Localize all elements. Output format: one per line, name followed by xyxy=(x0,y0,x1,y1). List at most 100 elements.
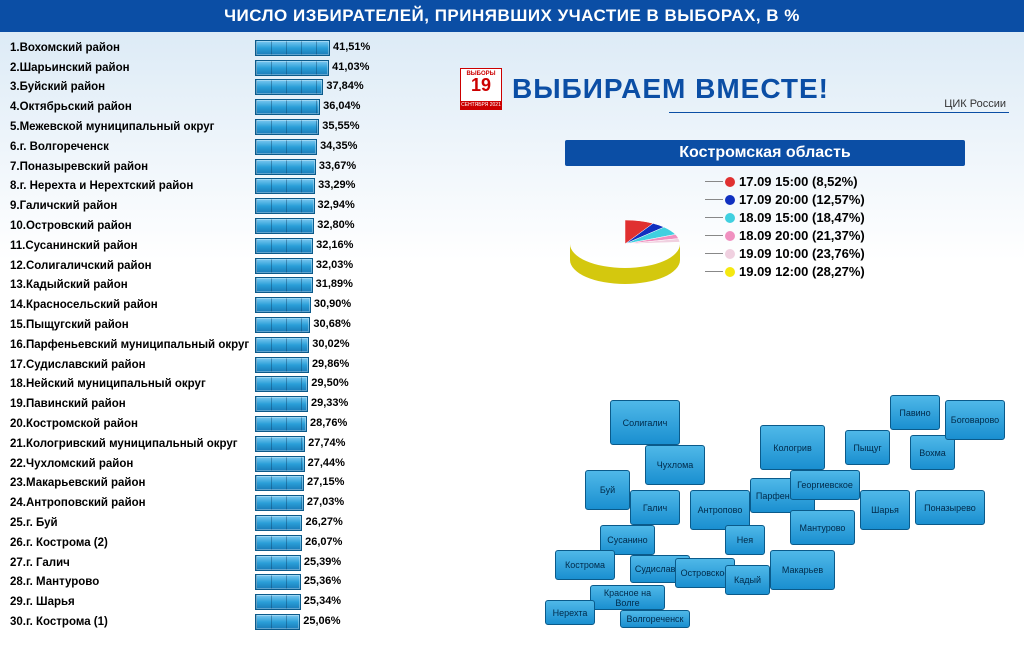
table-row: 4.Октябрьский район36,04% xyxy=(10,97,450,117)
table-row: 26.г. Кострома (2) 26,07% xyxy=(10,533,450,553)
table-row: 30.г. Кострома (1)25,06% xyxy=(10,612,450,632)
district-label: 5.Межевской муниципальный округ xyxy=(10,121,255,133)
bar-value: 26,27% xyxy=(305,516,342,528)
district-label: 26.г. Кострома (2) xyxy=(10,537,255,549)
table-row: 3.Буйский район37,84% xyxy=(10,78,450,98)
map-region: Пыщуг xyxy=(845,430,890,465)
bar-value: 32,80% xyxy=(317,219,354,231)
table-row: 8.г. Нерехта и Нерехтский район33,29% xyxy=(10,177,450,197)
table-row: 25.г. Буй 26,27% xyxy=(10,513,450,533)
table-row: 24.Антроповский район27,03% xyxy=(10,493,450,513)
region-panel: Костромская область 17.09 15:00 (8,52%)1… xyxy=(565,140,965,304)
bar xyxy=(255,258,313,274)
bar-value: 30,68% xyxy=(313,318,350,330)
bar xyxy=(255,396,308,412)
table-row: 15.Пыщугский район30,68% xyxy=(10,315,450,335)
district-label: 6.г. Волгореченск xyxy=(10,141,255,153)
legend-label: 19.09 10:00 (23,76%) xyxy=(739,246,865,261)
district-label: 11.Сусанинский район xyxy=(10,240,255,252)
table-row: 2.Шарьинский район41,03% xyxy=(10,58,450,78)
district-label: 25.г. Буй xyxy=(10,517,255,529)
map-region: Волгореченск xyxy=(620,610,690,628)
bar-value: 27,74% xyxy=(308,437,345,449)
cik-label: ЦИК России xyxy=(944,98,1006,110)
district-label: 3.Буйский район xyxy=(10,81,255,93)
bar-value: 26,07% xyxy=(305,536,342,548)
bar xyxy=(255,614,300,630)
bar xyxy=(255,594,301,610)
bar xyxy=(255,337,309,353)
legend-dot xyxy=(725,213,735,223)
table-row: 9.Галичский район32,94% xyxy=(10,196,450,216)
district-label: 1.Вохомский район xyxy=(10,42,255,54)
bar xyxy=(255,416,307,432)
bar xyxy=(255,495,304,511)
district-label: 10.Островский район xyxy=(10,220,255,232)
map-region: Кадый xyxy=(725,565,770,595)
map-region: Красное на Волге xyxy=(590,585,665,610)
district-label: 27.г. Галич xyxy=(10,557,255,569)
district-label: 7.Поназыревский район xyxy=(10,161,255,173)
bar xyxy=(255,159,316,175)
bar-value: 29,86% xyxy=(312,358,349,370)
map-region: Солигалич xyxy=(610,400,680,445)
legend-dot xyxy=(725,177,735,187)
bar-value: 33,67% xyxy=(319,160,356,172)
map-region: Шарья xyxy=(860,490,910,530)
bar xyxy=(255,475,304,491)
region-title: Костромская область xyxy=(565,140,965,166)
map-region: Галич xyxy=(630,490,680,525)
district-label: 24.Антроповский район xyxy=(10,497,255,509)
bar-value: 31,89% xyxy=(316,278,353,290)
table-row: 14.Красносельский район30,90% xyxy=(10,295,450,315)
bar xyxy=(255,574,301,590)
table-row: 10.Островский район 32,80% xyxy=(10,216,450,236)
divider xyxy=(669,112,1009,113)
map-region: Нея xyxy=(725,525,765,555)
district-label: 22.Чухломский район xyxy=(10,458,255,470)
bar xyxy=(255,218,314,234)
table-row: 17.Судиславский район 29,86% xyxy=(10,355,450,375)
legend-dot xyxy=(725,195,735,205)
district-label: 29.г. Шарья xyxy=(10,596,255,608)
table-row: 28.г. Мантурово25,36% xyxy=(10,573,450,593)
bar-value: 27,15% xyxy=(307,476,344,488)
legend-dot xyxy=(725,267,735,277)
map-region: Георгиевское xyxy=(790,470,860,500)
slogan: ВЫБИРАЕМ ВМЕСТЕ! xyxy=(512,73,829,105)
table-row: 16.Парфеньевский муниципальный округ30,0… xyxy=(10,335,450,355)
bar xyxy=(255,436,305,452)
table-row: 20.Костромской район28,76% xyxy=(10,414,450,434)
bar-value: 34,35% xyxy=(320,140,357,152)
district-label: 12.Солигаличский район xyxy=(10,260,255,272)
bar-chart: 1.Вохомский район41,51%2.Шарьинский райо… xyxy=(10,38,450,632)
bar-value: 27,44% xyxy=(308,457,345,469)
district-label: 8.г. Нерехта и Нерехтский район xyxy=(10,180,255,192)
legend-label: 18.09 15:00 (18,47%) xyxy=(739,210,865,225)
election-logo: ВЫБОРЫ 19 СЕНТЯБРЯ 2021 xyxy=(460,68,502,110)
bar xyxy=(255,60,329,76)
bar-value: 41,03% xyxy=(332,61,369,73)
legend-dot xyxy=(725,249,735,259)
pie-legend: 17.09 15:00 (8,52%)17.09 20:00 (12,57%)1… xyxy=(705,174,965,304)
bar xyxy=(255,297,311,313)
legend-item: 17.09 20:00 (12,57%) xyxy=(705,192,965,207)
table-row: 6.г. Волгореченск 34,35% xyxy=(10,137,450,157)
map-region: Чухлома xyxy=(645,445,705,485)
bar xyxy=(255,376,308,392)
district-label: 19.Павинский район xyxy=(10,398,255,410)
map-region: Поназырево xyxy=(915,490,985,525)
bar-value: 35,55% xyxy=(322,120,359,132)
bar xyxy=(255,198,315,214)
bar-value: 28,76% xyxy=(310,417,347,429)
district-label: 23.Макарьевский район xyxy=(10,477,255,489)
table-row: 29.г. Шарья25,34% xyxy=(10,592,450,612)
legend-item: 19.09 10:00 (23,76%) xyxy=(705,246,965,261)
bar xyxy=(255,139,317,155)
bar-value: 25,06% xyxy=(303,615,340,627)
district-label: 17.Судиславский район xyxy=(10,359,255,371)
logo-bottom: СЕНТЯБРЯ 2021 xyxy=(461,101,501,109)
legend-item: 19.09 12:00 (28,27%) xyxy=(705,264,965,279)
bar xyxy=(255,79,323,95)
legend-item: 18.09 15:00 (18,47%) xyxy=(705,210,965,225)
